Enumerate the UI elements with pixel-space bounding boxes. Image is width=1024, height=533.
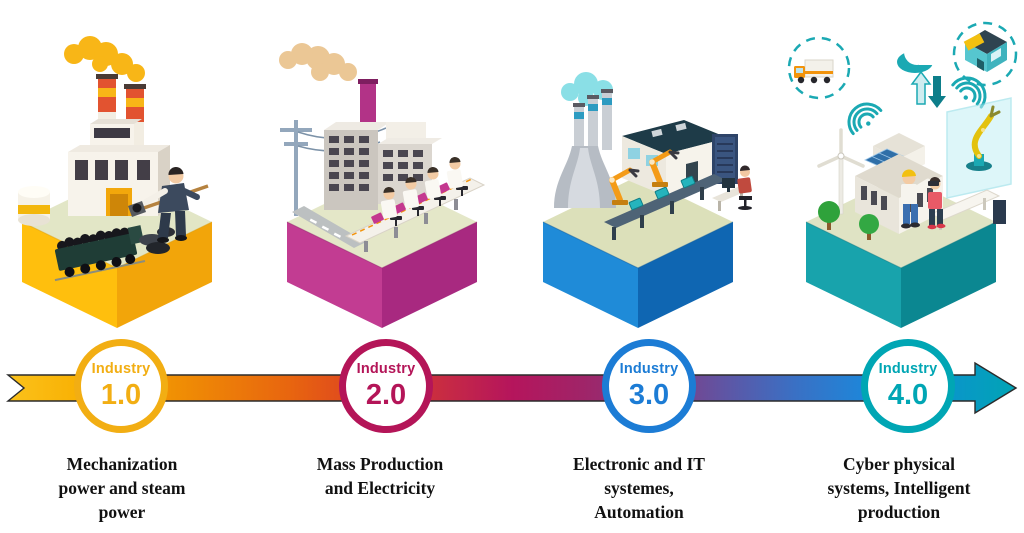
conveyor-icon	[604, 174, 726, 240]
hologram-robot-arm-icon	[946, 97, 1012, 199]
industry-1-illustration	[18, 36, 213, 328]
wifi-signal-icon	[847, 76, 987, 136]
badge-version: 2.0	[365, 378, 407, 411]
cooling-tower-icon	[554, 146, 616, 208]
badge-label: Industry	[619, 361, 679, 378]
chimney-smoke-icon	[64, 36, 145, 82]
wind-turbine-icon	[817, 128, 865, 215]
cloud-icon	[897, 30, 960, 73]
industry-2-caption: Mass Production and Electricity	[316, 454, 444, 499]
industry-3-caption: Electronic and IT systemes, Automation	[573, 454, 705, 523]
badge-label: Industry	[356, 361, 416, 378]
pc-tower-icon	[993, 200, 1006, 224]
industry-4-badge: Industry 4.0	[861, 339, 955, 433]
badge-label: Industry	[878, 361, 938, 378]
coal-worker-icon	[128, 166, 209, 243]
computer-operator-icon	[712, 165, 752, 211]
industry-3-badge: Industry 3.0	[602, 339, 696, 433]
industry-3-illustration	[542, 72, 752, 328]
tree-icon	[818, 201, 879, 240]
storage-tank-icon	[18, 186, 50, 226]
robot-arm-icon	[609, 149, 680, 205]
industry-4-illustration	[787, 21, 1018, 328]
industry-2-illustration	[279, 43, 486, 328]
badge-label: Industry	[91, 361, 151, 378]
industry-4-caption: Cyber physical systems, Intelligent prod…	[827, 454, 971, 523]
badge-version: 4.0	[887, 378, 929, 411]
badge-version: 3.0	[628, 378, 670, 411]
chimney-smoke-icon	[279, 43, 357, 81]
timeline-arrow-body	[6, 361, 1018, 415]
industry-1-caption: Mechanization power and steam power	[58, 454, 186, 523]
smart-store-icon	[952, 21, 1018, 87]
engineers-icon	[901, 169, 946, 230]
chimney-icon	[573, 89, 613, 150]
assembly-workers-icon	[380, 156, 468, 226]
timeline-arrow	[6, 361, 1018, 415]
steam-locomotive-icon	[54, 225, 146, 282]
road-icon	[292, 206, 366, 248]
industry-2-badge: Industry 2.0	[339, 339, 433, 433]
industry-1-badge: Industry 1.0	[74, 339, 168, 433]
factory-icon	[68, 119, 170, 216]
badge-version: 1.0	[100, 378, 142, 411]
delivery-truck-icon	[787, 36, 851, 100]
data-sync-arrows-icon	[910, 70, 946, 108]
